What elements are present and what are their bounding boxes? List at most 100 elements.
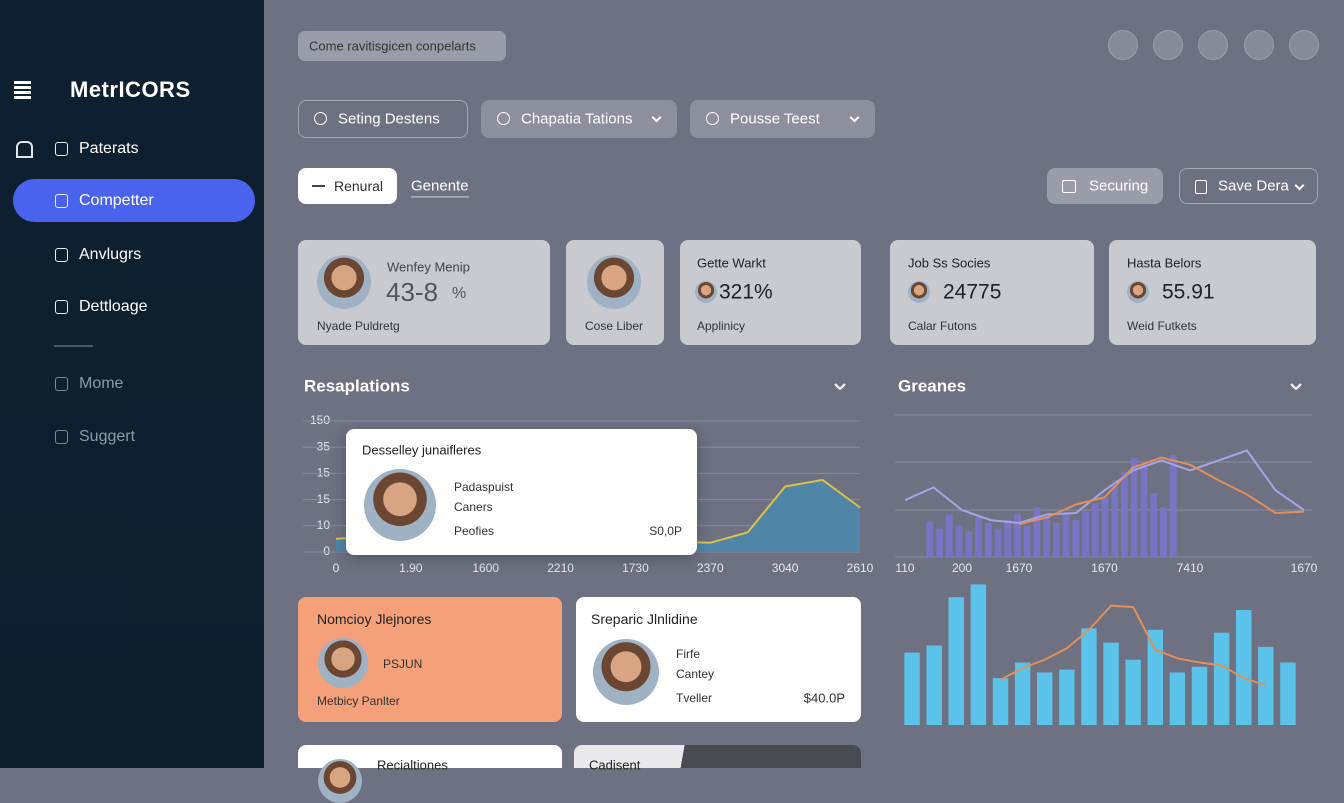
action-button[interactable] (1047, 168, 1163, 204)
x-tick-label: 1730 (622, 561, 649, 575)
x-tick-label: 200 (952, 561, 972, 575)
bar (1213, 632, 1230, 725)
card-title: Nomcioy Jlejnores (317, 611, 432, 627)
card-title: Wenfey Menip (387, 259, 470, 275)
nav-icon (55, 300, 68, 314)
bar (1169, 454, 1177, 557)
x-tick-label: 2370 (697, 561, 724, 575)
popup-line: Peofies (454, 524, 495, 538)
popup-line: Padaspuist (454, 480, 514, 494)
nav-active-bg[interactable] (13, 179, 255, 222)
x-tick-label: 1600 (472, 561, 499, 575)
action-label: Securing (1089, 177, 1149, 195)
bar (955, 525, 963, 557)
search-box[interactable] (298, 31, 506, 61)
bar (970, 584, 987, 725)
bar (1033, 507, 1041, 557)
nav-item[interactable]: Paterats (79, 140, 139, 157)
line (904, 449, 1305, 524)
bar (1052, 522, 1060, 557)
toolbar-icon[interactable] (1244, 30, 1274, 60)
x-tick-label: 110 (895, 561, 914, 575)
toolbar-icon[interactable] (1108, 30, 1138, 60)
bar (904, 652, 920, 725)
nav-icon (55, 248, 68, 262)
bar (948, 597, 965, 725)
bar (1036, 672, 1053, 725)
bar (1062, 514, 1070, 557)
card-unit: % (452, 285, 467, 302)
action-icon (1062, 180, 1076, 193)
nav-icon (55, 430, 68, 444)
nav-item[interactable]: Competter (79, 192, 154, 209)
bar (926, 645, 942, 725)
menu-icon (14, 81, 31, 100)
avatar (318, 759, 362, 803)
partial-card (298, 745, 562, 768)
avatar (587, 255, 641, 309)
bar (1043, 517, 1051, 557)
avatar (593, 639, 659, 705)
bar (1130, 457, 1138, 557)
card-footer: Nyade Puldretg (317, 319, 400, 333)
bar (1235, 609, 1252, 725)
filter-label: Seting Destens (338, 110, 440, 128)
nav-item[interactable]: Suggert (79, 428, 136, 445)
y-tick-label: 150 (310, 413, 330, 427)
nav-icon (55, 142, 68, 156)
bar (1147, 629, 1164, 725)
filter-button[interactable] (690, 100, 875, 138)
bar (1169, 672, 1186, 725)
card-line: Firfe (676, 647, 700, 661)
x-tick-label: 2610 (847, 561, 874, 575)
bar (1140, 464, 1148, 557)
mini-avatar (908, 281, 930, 303)
card-footer: Calar Futons (908, 319, 977, 333)
bar (945, 514, 953, 557)
filter-icon (706, 112, 719, 125)
bar (926, 521, 934, 557)
card-footer: Cose Liber (584, 319, 644, 333)
nav-icon (55, 377, 68, 391)
card-amount: $40.0P (803, 690, 845, 706)
nav-item[interactable]: Anvlugrs (79, 246, 142, 263)
bar (1014, 662, 1031, 725)
filter-button[interactable] (298, 100, 468, 138)
toolbar-icon[interactable] (1198, 30, 1228, 60)
toolbar-icon[interactable] (1153, 30, 1183, 60)
x-tick-label: 7410 (1177, 561, 1204, 575)
action-button[interactable] (1179, 168, 1318, 204)
y-tick-label: 10 (317, 518, 331, 532)
x-tick-label: 1670 (1006, 561, 1033, 575)
bar (1082, 511, 1089, 557)
card-value: 55.91 (1162, 280, 1215, 304)
card-title: Job Ss Socies (908, 255, 991, 271)
toolbar-icon[interactable] (1289, 30, 1319, 60)
card-line: Tveller (676, 691, 713, 705)
bar (1103, 642, 1119, 725)
bar (936, 528, 944, 557)
nav-item[interactable]: Mome (79, 375, 124, 392)
bar (1258, 646, 1274, 725)
nav-item[interactable]: Dettloage (79, 298, 148, 315)
bar (1280, 662, 1296, 725)
card-tag: PSJUN (383, 657, 423, 671)
nav-separator (54, 345, 93, 347)
popup-amount: S0,0P (649, 524, 682, 538)
filter-button[interactable] (481, 100, 677, 138)
avatar (318, 638, 368, 688)
x-tick-label: 0 (333, 561, 340, 575)
mini-avatar (1127, 281, 1149, 303)
avatar (364, 469, 436, 541)
bar (1121, 471, 1128, 557)
search-placeholder: Come ravitisgicen conpelarts (309, 38, 476, 54)
card-title: Cadisent (589, 757, 641, 773)
tab-label[interactable]: Genente (411, 178, 469, 198)
filter-label: Chapatia Tations (521, 110, 633, 128)
card-footer: Weid Futkets (1127, 319, 1197, 333)
chart-title: Greanes (898, 376, 966, 395)
bar (1091, 503, 1099, 557)
bar (965, 531, 973, 557)
filter-icon (497, 112, 510, 125)
bar (1191, 666, 1208, 725)
